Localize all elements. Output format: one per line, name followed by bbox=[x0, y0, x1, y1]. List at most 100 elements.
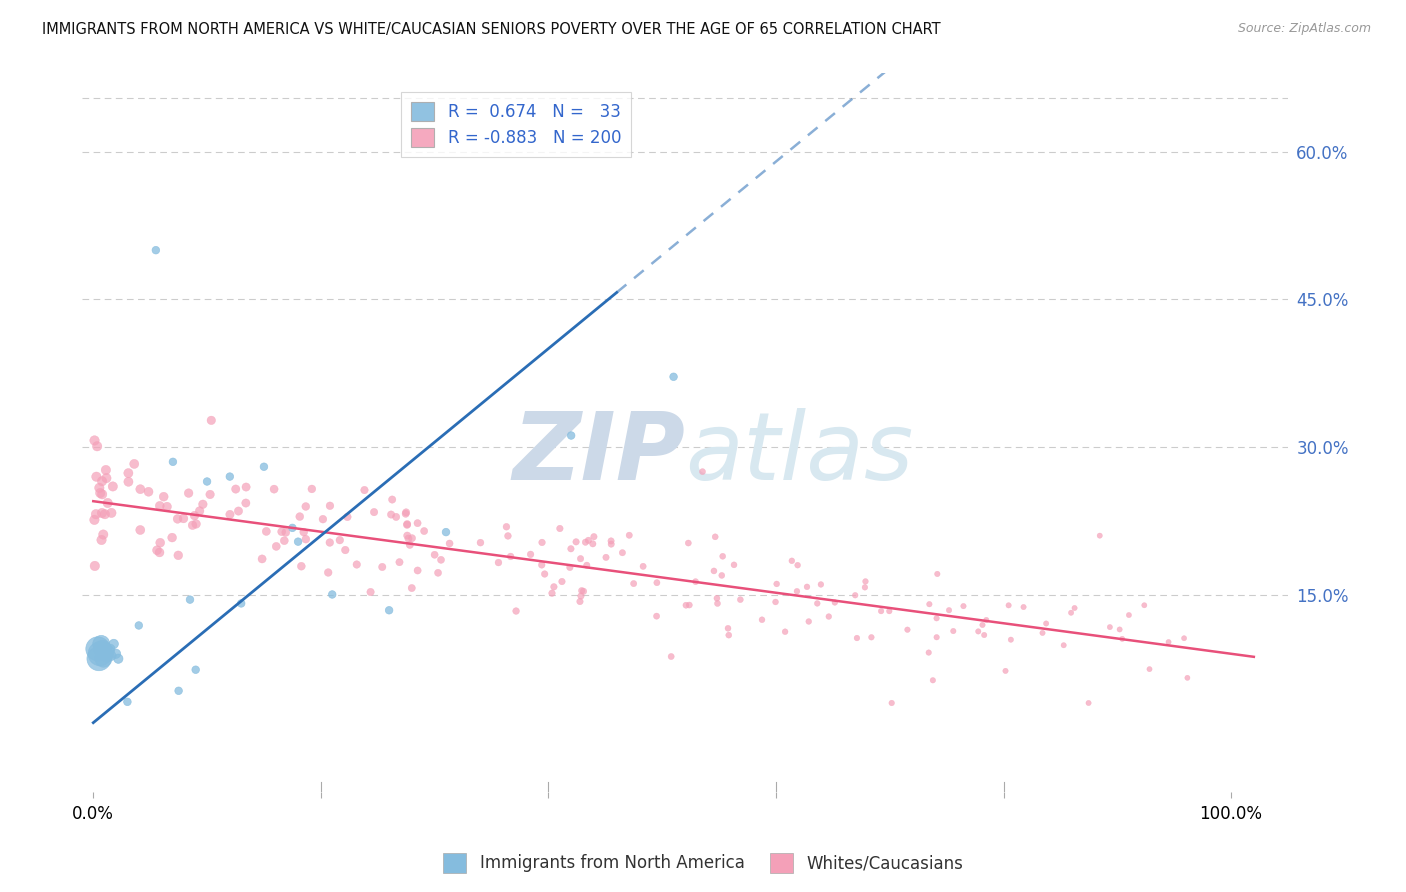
Point bbox=[706, 591, 728, 606]
Point bbox=[427, 566, 450, 580]
Point bbox=[100, 648, 122, 663]
Point bbox=[973, 628, 995, 642]
Point bbox=[89, 647, 111, 661]
Point bbox=[83, 513, 105, 527]
Point bbox=[188, 504, 211, 518]
Point bbox=[723, 558, 745, 572]
Point bbox=[879, 604, 901, 618]
Point bbox=[363, 505, 385, 519]
Point bbox=[1133, 599, 1156, 613]
Point bbox=[89, 481, 111, 495]
Point bbox=[853, 580, 876, 594]
Point bbox=[91, 506, 114, 520]
Point bbox=[406, 516, 429, 530]
Point bbox=[231, 596, 253, 610]
Point bbox=[288, 509, 311, 524]
Point bbox=[1177, 671, 1199, 685]
Point bbox=[353, 483, 375, 497]
Point bbox=[117, 466, 139, 480]
Point bbox=[388, 555, 411, 569]
Point bbox=[600, 533, 623, 548]
Point bbox=[250, 552, 273, 566]
Text: atlas: atlas bbox=[685, 409, 912, 500]
Point bbox=[184, 663, 207, 677]
Point bbox=[156, 500, 179, 514]
Point bbox=[83, 434, 105, 448]
Point bbox=[678, 598, 700, 612]
Point bbox=[274, 525, 297, 540]
Point bbox=[100, 506, 122, 520]
Point bbox=[692, 465, 714, 479]
Point bbox=[706, 597, 728, 611]
Point bbox=[1111, 632, 1133, 646]
Point bbox=[578, 533, 600, 548]
Point bbox=[565, 534, 588, 549]
Point bbox=[488, 556, 510, 570]
Point bbox=[360, 585, 382, 599]
Point bbox=[329, 533, 352, 548]
Point bbox=[83, 558, 105, 573]
Point bbox=[90, 533, 112, 547]
Point bbox=[571, 583, 593, 598]
Point bbox=[381, 492, 404, 507]
Point bbox=[128, 618, 150, 632]
Point bbox=[711, 549, 734, 564]
Point bbox=[703, 564, 725, 578]
Point bbox=[470, 535, 492, 549]
Point bbox=[254, 524, 277, 539]
Point bbox=[595, 550, 617, 565]
Point bbox=[406, 564, 429, 578]
Point bbox=[612, 546, 634, 560]
Point bbox=[1118, 608, 1140, 623]
Point bbox=[530, 558, 553, 572]
Point bbox=[89, 486, 111, 500]
Point bbox=[84, 507, 107, 521]
Point bbox=[294, 500, 316, 514]
Point bbox=[568, 594, 591, 608]
Point bbox=[1108, 623, 1130, 637]
Point bbox=[1000, 632, 1022, 647]
Point bbox=[845, 631, 868, 645]
Point bbox=[96, 648, 118, 663]
Point bbox=[263, 482, 285, 496]
Point bbox=[751, 613, 773, 627]
Point bbox=[631, 559, 654, 574]
Point bbox=[98, 641, 121, 656]
Point bbox=[93, 647, 115, 661]
Point bbox=[87, 641, 110, 656]
Point bbox=[623, 576, 645, 591]
Point bbox=[495, 520, 517, 534]
Point bbox=[152, 490, 174, 504]
Point bbox=[434, 525, 457, 540]
Point bbox=[413, 524, 436, 538]
Point bbox=[645, 609, 668, 624]
Point bbox=[806, 596, 828, 610]
Point bbox=[1098, 620, 1121, 634]
Point bbox=[543, 580, 565, 594]
Point bbox=[301, 482, 323, 496]
Point bbox=[730, 592, 752, 607]
Point bbox=[1088, 529, 1111, 543]
Point bbox=[380, 508, 402, 522]
Point bbox=[94, 641, 117, 656]
Point bbox=[295, 532, 318, 546]
Point bbox=[439, 536, 461, 550]
Point bbox=[319, 535, 342, 549]
Point bbox=[645, 575, 668, 590]
Point bbox=[287, 534, 309, 549]
Point bbox=[685, 574, 707, 589]
Point bbox=[312, 512, 335, 526]
Point bbox=[496, 529, 519, 543]
Point bbox=[398, 538, 420, 552]
Point bbox=[148, 545, 170, 559]
Point bbox=[662, 369, 685, 384]
Point bbox=[395, 507, 418, 521]
Point bbox=[86, 469, 108, 483]
Point bbox=[925, 630, 948, 644]
Point bbox=[817, 609, 839, 624]
Point bbox=[786, 584, 808, 599]
Point bbox=[797, 615, 820, 629]
Point bbox=[316, 566, 339, 580]
Point bbox=[162, 455, 184, 469]
Point bbox=[138, 484, 160, 499]
